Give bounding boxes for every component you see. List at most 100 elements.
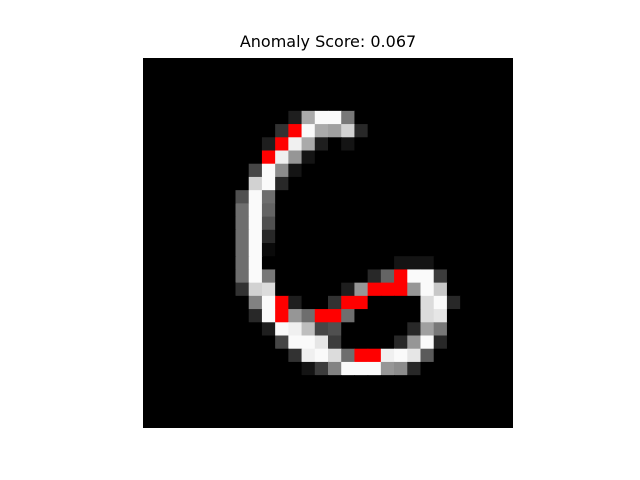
pixel [222,190,237,204]
pixel [169,137,184,152]
pixel [380,150,395,165]
pixel [235,322,250,337]
pixel [367,176,382,191]
pixel [314,375,329,389]
pixel [169,176,184,191]
pixel [195,309,210,323]
pixel [328,58,342,72]
pixel [314,71,329,86]
pixel [367,361,382,376]
pixel [407,348,422,363]
pixel [407,335,422,350]
pixel [314,190,329,204]
pixel [288,176,303,191]
pixel [407,243,422,257]
pixel [222,309,237,323]
pixel [341,243,356,257]
pixel [156,229,171,244]
pixel [261,58,276,72]
pixel [275,84,289,99]
pixel [407,322,422,337]
pixel [433,163,448,178]
pixel [314,414,329,428]
pixel [261,309,276,323]
anomaly-pixel [394,269,408,284]
pixel [248,58,263,72]
pixel [182,216,197,231]
pixel [460,97,474,112]
pixel [486,97,501,112]
pixel [222,282,237,297]
pixel [169,322,184,337]
pixel [486,137,501,152]
pixel [328,203,342,218]
pixel [288,110,303,125]
pixel [195,282,210,297]
pixel [275,375,289,389]
pixel [354,216,369,231]
pixel [328,401,342,416]
pixel [499,282,513,297]
pixel [354,190,369,204]
pixel [486,361,501,376]
pixel [473,361,488,376]
pixel [420,110,435,125]
pixel [156,335,171,350]
pixel [499,243,513,257]
pixel [288,401,303,416]
pixel [446,322,461,337]
pixel [288,229,303,244]
anomaly-pixel [275,295,289,310]
pixel [473,269,488,284]
pixel [169,150,184,165]
pixel [460,176,474,191]
pixel [143,150,157,165]
pixel [209,137,223,152]
pixel [235,84,250,99]
pixel [235,190,250,204]
pixel [222,295,237,310]
pixel [446,388,461,403]
anomaly-pixel [367,348,382,363]
pixel [222,348,237,363]
pixel [143,309,157,323]
pixel [275,361,289,376]
pixel [354,84,369,99]
pixel [446,137,461,152]
pixel [195,163,210,178]
pixel [328,256,342,271]
pixel [486,203,501,218]
pixel [460,256,474,271]
pixel [222,361,237,376]
pixel [248,124,263,138]
pixel [169,348,184,363]
pixel [446,229,461,244]
pixel [420,388,435,403]
pixel [367,163,382,178]
pixel [235,176,250,191]
pixel [394,401,408,416]
pixel [275,256,289,271]
pixel [195,375,210,389]
pixel [143,256,157,271]
pixel [433,256,448,271]
pixel [301,335,316,350]
pixel [235,216,250,231]
pixel [341,97,356,112]
pixel [288,150,303,165]
pixel [394,335,408,350]
pixel [288,295,303,310]
pixel [248,229,263,244]
pixel [380,84,395,99]
pixel [209,282,223,297]
pixel [248,203,263,218]
pixel [169,97,184,112]
pixel [460,58,474,72]
pixel [301,243,316,257]
anomaly-pixel [288,124,303,138]
pixel [328,243,342,257]
pixel [182,282,197,297]
pixel [156,58,171,72]
pixel [222,163,237,178]
pixel [143,176,157,191]
